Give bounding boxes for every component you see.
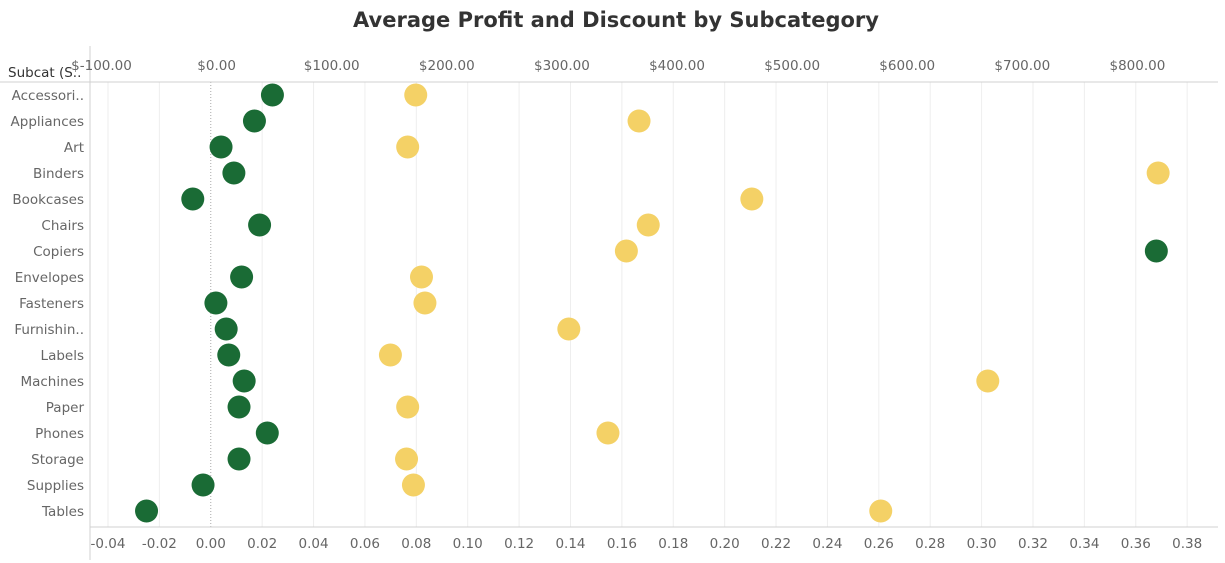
category-label: Accessori.. [12, 88, 84, 104]
category-label: Art [64, 140, 84, 156]
profit-point[interactable] [378, 343, 402, 367]
category-label: Labels [41, 348, 84, 364]
profit-point[interactable] [396, 135, 420, 159]
bottom-axis-tick-label: 0.12 [504, 536, 534, 552]
bottom-axis-tick-label: 0.16 [607, 536, 637, 552]
profit-point[interactable] [636, 213, 660, 237]
discount-point[interactable] [260, 83, 284, 107]
discount-point[interactable] [209, 135, 233, 159]
profit-point[interactable] [409, 265, 433, 289]
bottom-axis-tick-label: 0.02 [247, 536, 277, 552]
discount-point[interactable] [191, 473, 215, 497]
axes: -0.04 -0.02 0.00 0.02 0.04 0.06 0.08 0.10 0.12 0.… [0, 46, 1218, 560]
discount-point[interactable] [230, 265, 254, 289]
category-label: Appliances [11, 114, 84, 130]
discount-point[interactable] [181, 187, 205, 211]
category-labels: Accessori.. Appliances Art Binders Bookcases… [11, 88, 85, 520]
top-axis-tick-label: $100.00 [304, 58, 360, 74]
top-axis-tick-label: $400.00 [649, 58, 705, 74]
bottom-axis-tick-label: 0.14 [555, 536, 585, 552]
bottom-axis-tick-label: 0.04 [299, 536, 329, 552]
category-label: Fasteners [19, 296, 84, 312]
top-axis-tick-label: $200.00 [419, 58, 475, 74]
bottom-axis-tick-label: 0.36 [1121, 536, 1151, 552]
bottom-axis-tick-label: 0.06 [350, 536, 380, 552]
top-axis-tick-label: $300.00 [534, 58, 590, 74]
bottom-axis-tick-label: 0.08 [401, 536, 431, 552]
bottom-axis-tick-label: 0.24 [812, 536, 842, 552]
bottom-axis-tick-label: 0.20 [710, 536, 740, 552]
category-label: Chairs [41, 218, 84, 234]
discount-point[interactable] [232, 369, 256, 393]
category-label: Paper [46, 400, 85, 416]
top-axis-tick-label: $600.00 [879, 58, 935, 74]
profit-point[interactable] [1146, 161, 1170, 185]
bottom-axis-tick-label: 0.18 [658, 536, 688, 552]
profit-point[interactable] [614, 239, 638, 263]
discount-point[interactable] [222, 161, 246, 185]
top-axis-tick-label: $-100.00 [71, 58, 132, 74]
category-label: Envelopes [15, 270, 84, 286]
discount-point[interactable] [227, 395, 251, 419]
profit-point[interactable] [413, 291, 437, 315]
profit-point[interactable] [395, 447, 419, 471]
top-axis-tick-label: $0.00 [197, 58, 236, 74]
category-label: Supplies [27, 478, 84, 494]
top-axis-tick-label: $700.00 [994, 58, 1050, 74]
discount-point[interactable] [248, 213, 272, 237]
data-points [135, 83, 1170, 523]
discount-point[interactable] [135, 499, 159, 523]
bottom-axis-tick-label: -0.02 [142, 536, 177, 552]
discount-point[interactable] [227, 447, 251, 471]
profit-point[interactable] [596, 421, 620, 445]
category-label: Copiers [33, 244, 84, 260]
discount-point[interactable] [242, 109, 266, 133]
row-header-label: Subcat (S.. [8, 65, 81, 81]
profit-point[interactable] [404, 83, 428, 107]
category-label: Machines [20, 374, 84, 390]
top-axis-tick-label: $800.00 [1110, 58, 1166, 74]
discount-point[interactable] [204, 291, 228, 315]
chart-title: Average Profit and Discount by Subcatego… [353, 8, 879, 32]
category-label: Phones [35, 426, 84, 442]
profit-point[interactable] [740, 187, 764, 211]
profit-point[interactable] [869, 499, 893, 523]
bottom-axis-tick-label: 0.34 [1069, 536, 1099, 552]
discount-point[interactable] [255, 421, 279, 445]
bottom-axis-tick-label: 0.10 [453, 536, 483, 552]
top-axis-tick-label: $500.00 [764, 58, 820, 74]
bottom-axis-tick-label: 0.30 [967, 536, 997, 552]
bottom-axis-tick-label: 0.32 [1018, 536, 1048, 552]
profit-point[interactable] [396, 395, 420, 419]
category-label: Tables [41, 504, 84, 520]
profit-point[interactable] [627, 109, 651, 133]
bottom-axis-tick-label: 0.38 [1172, 536, 1202, 552]
grid-lines [107, 82, 1188, 527]
category-label: Storage [31, 452, 84, 468]
profit-point[interactable] [557, 317, 581, 341]
discount-point[interactable] [1144, 239, 1168, 263]
discount-point[interactable] [214, 317, 238, 341]
bottom-axis-tick-label: 0.22 [761, 536, 791, 552]
category-label: Binders [33, 166, 84, 182]
bottom-axis-tick-label: -0.04 [91, 536, 126, 552]
profit-point[interactable] [976, 369, 1000, 393]
bottom-axis-tick-label: 0.00 [196, 536, 226, 552]
bottom-axis-tick-label: 0.28 [915, 536, 945, 552]
category-label: Bookcases [12, 192, 84, 208]
profit-point[interactable] [401, 473, 425, 497]
category-label: Furnishin.. [14, 322, 84, 338]
discount-point[interactable] [217, 343, 241, 367]
bottom-axis-tick-label: 0.26 [864, 536, 894, 552]
